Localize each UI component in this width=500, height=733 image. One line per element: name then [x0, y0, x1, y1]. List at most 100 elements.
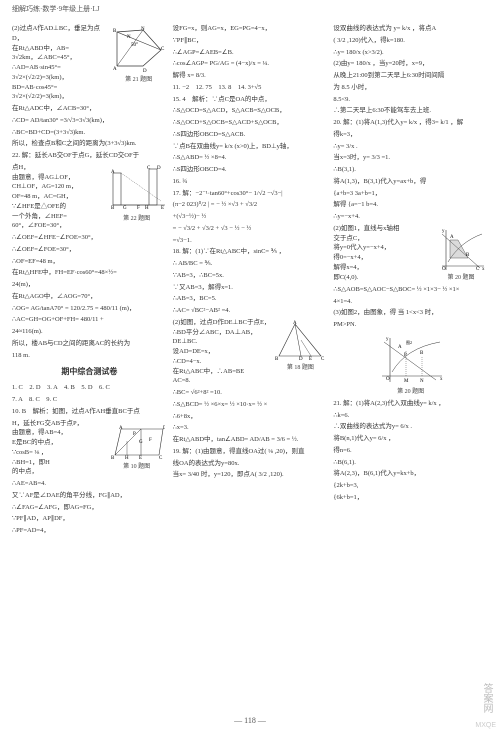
- text-line: (2)过点A作AD⊥BC，垂足为点D，: [12, 24, 109, 44]
- text-line: 的中点，: [12, 467, 105, 477]
- text-line: E是BC的中点，: [12, 438, 105, 448]
- text-line: ∴第二天早上6:30不能驾车去上班.: [333, 106, 488, 116]
- text-line: 从晚上21:00到第二天早上6:30时间间隔: [333, 71, 488, 81]
- text-line: ∴∠OEF=∠HFE−∠FOE=30°，: [12, 233, 167, 243]
- text-line: 为 8.5 小时，: [333, 83, 488, 93]
- figure-10-label: 第 10 题图: [109, 461, 165, 470]
- figure-21-label: 第 21 题图: [113, 74, 165, 83]
- text-line: ∴AD=AB·sin45°=: [12, 63, 109, 73]
- text-line: ∵cosB= ⅛ ，: [12, 448, 105, 458]
- text-line: 在Rt△ABD中，tan∠ABD= AD/AB = 3/6 = ½.: [173, 435, 328, 445]
- svg-text:x: x: [440, 377, 443, 382]
- text-line: 当x= 3/40 时，y=120，即点A( 3/2 ,120).: [173, 470, 328, 480]
- text-line: ∴S△AOB=S△AOC−S△BOC= ½ ×1×3− ½ ×1×: [333, 285, 488, 295]
- text-line: 在Rt△ABC中，∴AB=BE: [173, 367, 272, 377]
- text-line: (3)如图2，由图象，得 当 1<x<3 时，: [333, 308, 488, 318]
- text-line: 设FG=x，则AG=x，EG=PG=4−x，: [173, 24, 328, 34]
- text-line: 将A(1,3)，B(3,1)代入y=ax+b，得: [333, 177, 488, 187]
- text-line: 即C(4,0).: [333, 273, 432, 283]
- text-line: {2k+b=3,: [333, 481, 488, 491]
- svg-text:B: B: [113, 29, 117, 34]
- svg-text:G: G: [139, 440, 143, 445]
- text-line: ∴AC= √BC²−AB² =4.: [173, 306, 328, 316]
- text-line: (π−2 023)⁰/2 | = − ½ ×√3 + √3/2: [173, 200, 328, 210]
- text-line: 3√2×(√2/2)=3(km)，: [12, 73, 109, 83]
- text-line: ∴y=−x+4.: [333, 212, 488, 222]
- text-line: 设AD=DE=x，: [173, 347, 272, 357]
- text-line: 24(m)，: [12, 280, 167, 290]
- text-line: 118 m.: [12, 351, 167, 361]
- page-content: (2)过点A作AD⊥BC，垂足为点D， 在Rt△ABD中，AB= 3√2km，∠…: [0, 14, 500, 714]
- svg-text:A: A: [398, 345, 402, 350]
- text-line: 得k=3，: [333, 130, 488, 140]
- text-line: 3√2km，∠ABC=45°，: [12, 53, 109, 63]
- svg-text:B: B: [420, 351, 424, 356]
- svg-text:C: C: [147, 166, 151, 171]
- answer-row: 1. C 2. D 3. A 4. B 5. D 6. C: [12, 383, 167, 393]
- svg-text:A: A: [293, 321, 297, 326]
- svg-text:H: H: [125, 456, 129, 461]
- text-line: ∴S△BCD= ½ ×6×x= ½ ×10·x= ½ ×: [173, 400, 328, 410]
- text-line: 在Rt△ADC中，∠ACB=30°，: [12, 104, 167, 114]
- figure-20b-label: 第 20 题图: [376, 386, 446, 395]
- text-line: ∴AB=3，BC=5.: [173, 294, 328, 304]
- column-2: 设FG=x，则AG=x，EG=PG=4−x， ∵PF∥BC， ∴∠AGP=∠AE…: [173, 24, 328, 704]
- text-line: ( 3/2 ,120)代入，得k=180.: [333, 36, 488, 46]
- text-line: 16. ¾: [173, 177, 328, 187]
- svg-text:F: F: [149, 438, 152, 443]
- svg-text:C: C: [161, 47, 165, 52]
- text-line: ∴BH=1，即H: [12, 458, 105, 468]
- svg-text:H: H: [145, 206, 149, 211]
- svg-text:P: P: [404, 353, 407, 358]
- watermark-vertical: 答案网: [479, 683, 494, 713]
- text-line: 21. 解：(1)将A(2,3)代入双曲线y= k/x ，: [333, 399, 488, 409]
- midterm-title: 期中综合测试卷: [12, 366, 167, 377]
- text-line: ∴CD=4−x.: [173, 357, 272, 367]
- text-line: 得0=−x+4，: [333, 253, 432, 263]
- text-line: 线OA的表达式为y=80x.: [173, 459, 328, 469]
- svg-text:A: A: [111, 170, 115, 175]
- text-line: ∵∠HFE是△OFE的: [12, 202, 105, 212]
- text-line: =√3−1.: [173, 236, 328, 246]
- text-line: 解得x=4，: [333, 263, 432, 273]
- text-line: ∴y= 180/x (x>3/2).: [333, 48, 488, 58]
- text-line: 解得 x= 8/3.: [173, 71, 328, 81]
- text-line: (2)由y= 180/x ，当y=20时，x=9，: [333, 59, 488, 69]
- svg-text:O: O: [442, 267, 446, 272]
- text-line: ∴OG= AG/tanA70° = 120/2.75 = 480/11 (m)，: [12, 304, 167, 314]
- text-line: ∴y= 3/x .: [333, 142, 488, 152]
- text-line: DE⊥BC.: [173, 337, 272, 347]
- text-line: ∴BD平分∠ABC，DA⊥AB，: [173, 328, 272, 338]
- watermark-corner: MXQE: [475, 722, 496, 729]
- svg-text:y: y: [386, 337, 389, 342]
- text-line: ∴∠AGP=∠AEB=∠B.: [173, 48, 328, 58]
- text-line: 60°，∠FOE=30°，: [12, 221, 105, 231]
- text-line: ∴PF=AD=4，: [12, 526, 167, 536]
- text-line: ∴S△OCD+S△OCB=S△ACD+S△OCB，: [173, 118, 328, 128]
- text-line: ∵点B在双曲线y= k/x (x>0)上，BD⊥y轴，: [173, 142, 328, 152]
- figure-20a-label: 第 20 题图: [436, 272, 486, 281]
- text-line: 一个外角，∠HEF=: [12, 212, 105, 222]
- text-line: ∴6+8x，: [173, 412, 328, 422]
- svg-text:A: A: [119, 426, 123, 431]
- text-line: ∴BC= √6²+8² =10.: [173, 388, 328, 398]
- text-line: ∴B(6,1).: [333, 458, 488, 468]
- svg-text:N: N: [420, 379, 424, 384]
- svg-text:图2: 图2: [406, 339, 412, 345]
- svg-text:y: y: [442, 229, 445, 234]
- page-number: — 118 —: [0, 716, 500, 725]
- text-line: 又∵AF是∠DAE的角平分线，FG∥AD，: [12, 491, 167, 501]
- svg-text:F: F: [137, 206, 140, 211]
- text-line: ∴OF=EF=48 m，: [12, 257, 167, 267]
- text-line: PM>PN.: [333, 320, 488, 330]
- text-line: 所以，检查点B和C之间的距离为(3+3√3)km.: [12, 139, 167, 149]
- text-line: 22. 解：延长AB交OF于点G，延长CD交OF于: [12, 151, 167, 161]
- svg-text:G: G: [123, 206, 127, 211]
- text-line: ∴cos∠AGP= PG/AG = (4−x)/x = ¼.: [173, 59, 328, 69]
- svg-text:O: O: [386, 377, 390, 382]
- text-line: 由题意，得AG⊥OF，: [12, 173, 105, 183]
- svg-text:B: B: [466, 253, 470, 258]
- text-line: 设双曲线的表达式为 y= k/x ，将点A: [333, 24, 488, 34]
- text-line: ∴双曲线的表达式为y= 6/x .: [333, 422, 488, 432]
- text-line: 17. 解：−2⁻¹·tan60°+cos30°− 1/√2 −√3−|: [173, 189, 328, 199]
